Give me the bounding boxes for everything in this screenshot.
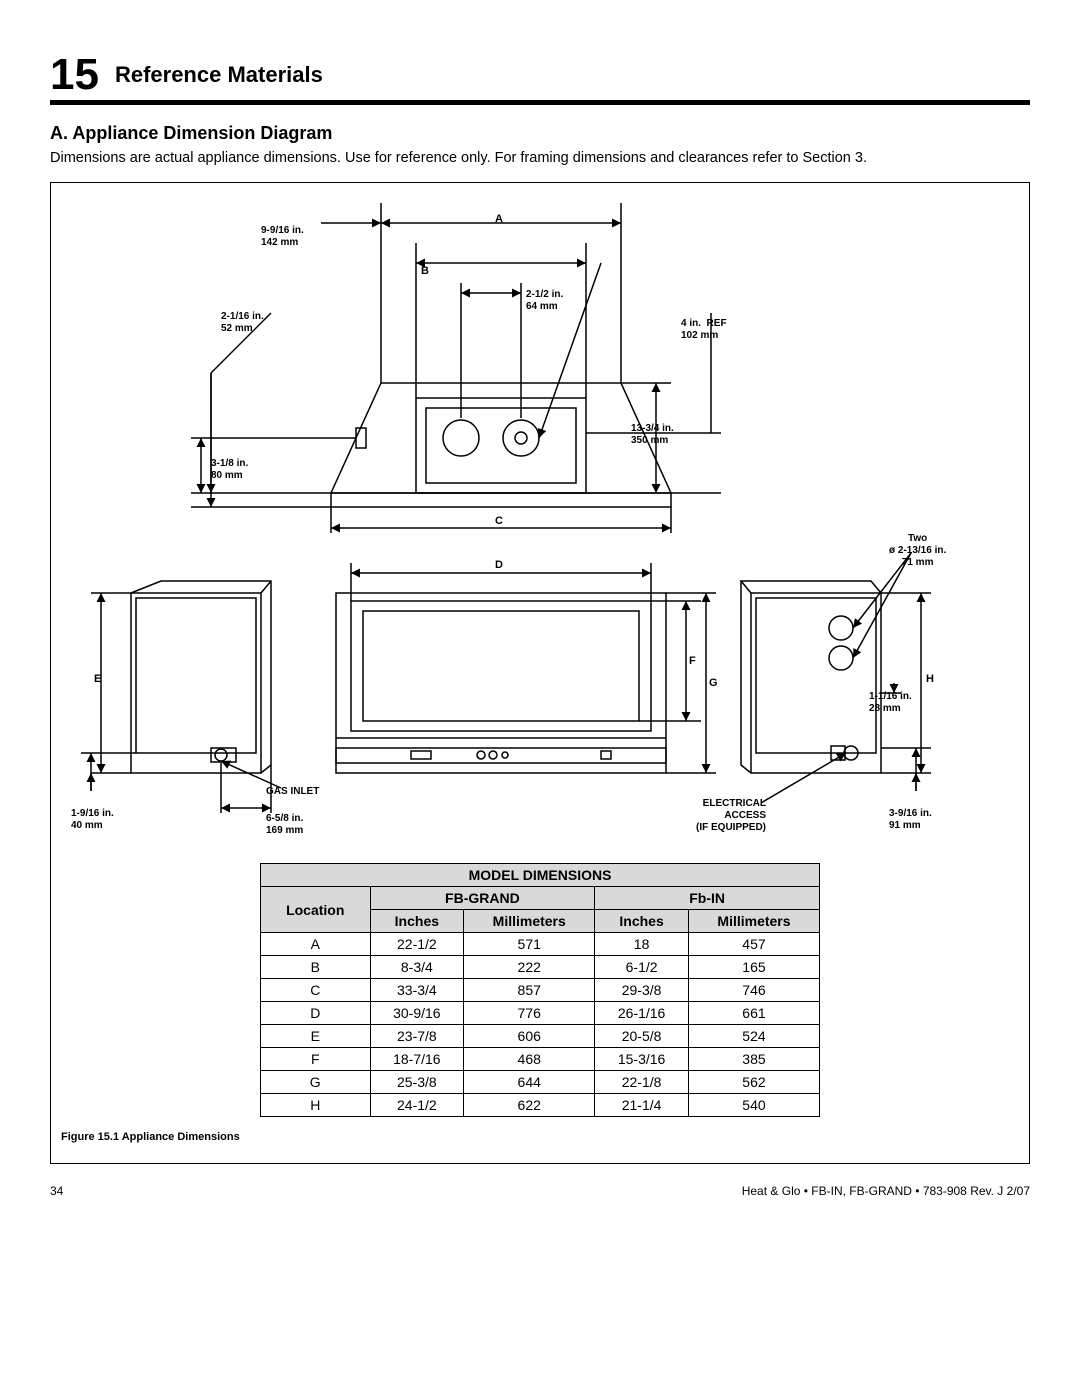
col-inches-2: Inches [595, 910, 689, 933]
table-cell: 776 [464, 1002, 595, 1025]
table-cell: 22-1/2 [370, 933, 464, 956]
table-cell: 524 [688, 1025, 819, 1048]
dim-6-5-8: 6-5/8 in. 169 mm [266, 813, 303, 837]
table-cell: 30-9/16 [370, 1002, 464, 1025]
table-cell: 15-3/16 [595, 1048, 689, 1071]
table-row: F18-7/1646815-3/16385 [261, 1048, 820, 1071]
table-cell: 18 [595, 933, 689, 956]
dim-letter-g: G [709, 677, 718, 689]
col-model-2: Fb-IN [595, 887, 820, 910]
table-cell: E [261, 1025, 371, 1048]
dim-letter-e: E [94, 673, 101, 685]
section-number: 15 [50, 50, 99, 100]
table-cell: 606 [464, 1025, 595, 1048]
table-row: E23-7/860620-5/8524 [261, 1025, 820, 1048]
table-cell: 571 [464, 933, 595, 956]
table-row: C33-3/485729-3/8746 [261, 979, 820, 1002]
dim-letter-c: C [495, 515, 503, 527]
table-cell: 25-3/8 [370, 1071, 464, 1094]
table-cell: 457 [688, 933, 819, 956]
table-cell: 22-1/8 [595, 1071, 689, 1094]
dim-two-vent: Two ø 2-13/16 in. 71 mm [889, 533, 946, 569]
table-cell: 857 [464, 979, 595, 1002]
table-cell: 165 [688, 956, 819, 979]
col-inches-1: Inches [370, 910, 464, 933]
intro-text: Dimensions are actual appliance dimensio… [50, 150, 1030, 166]
table-cell: 468 [464, 1048, 595, 1071]
dim-13-3-4: 13-3/4 in. 350 mm [631, 423, 674, 447]
figure-box: A B C D E F G H 9-9/16 in. 142 mm 2-1/16… [50, 182, 1030, 1164]
table-cell: 18-7/16 [370, 1048, 464, 1071]
table-cell: 385 [688, 1048, 819, 1071]
dim-9-9-16: 9-9/16 in. 142 mm [261, 225, 304, 249]
dim-2-1-16: 2-1/16 in. 52 mm [221, 311, 264, 335]
table-cell: A [261, 933, 371, 956]
table-cell: 20-5/8 [595, 1025, 689, 1048]
section-title: Reference Materials [115, 62, 323, 88]
table-cell: 222 [464, 956, 595, 979]
table-cell: 562 [688, 1071, 819, 1094]
dim-3-9-16: 3-9/16 in. 91 mm [889, 808, 932, 832]
table-row: A22-1/257118457 [261, 933, 820, 956]
col-mm-2: Millimeters [688, 910, 819, 933]
model-dimensions-table: MODEL DIMENSIONS Location FB-GRAND Fb-IN… [260, 863, 820, 1117]
table-title: MODEL DIMENSIONS [261, 864, 820, 887]
label-electrical: ELECTRICAL ACCESS (IF EQUIPPED) [696, 798, 766, 834]
dim-2-1-2: 2-1/2 in. 64 mm [526, 289, 563, 313]
subsection-title: A. Appliance Dimension Diagram [50, 123, 1030, 144]
table-cell: 24-1/2 [370, 1094, 464, 1117]
col-model-1: FB-GRAND [370, 887, 595, 910]
table-row: H24-1/262221-1/4540 [261, 1094, 820, 1117]
dim-1-1-16: 1-1/16 in. 28 mm [869, 691, 912, 715]
page-number: 34 [50, 1184, 63, 1198]
table-row: B8-3/42226-1/2165 [261, 956, 820, 979]
table-cell: H [261, 1094, 371, 1117]
table-cell: 746 [688, 979, 819, 1002]
section-header: 15 Reference Materials [50, 50, 1030, 105]
col-location: Location [261, 887, 371, 933]
label-gas-inlet: GAS INLET [266, 786, 319, 798]
table-cell: 644 [464, 1071, 595, 1094]
table-cell: 29-3/8 [595, 979, 689, 1002]
table-cell: 540 [688, 1094, 819, 1117]
dim-letter-d: D [495, 559, 503, 571]
table-cell: 21-1/4 [595, 1094, 689, 1117]
table-cell: 8-3/4 [370, 956, 464, 979]
dim-3-1-8: 3-1/8 in. 80 mm [211, 458, 248, 482]
table-cell: G [261, 1071, 371, 1094]
dim-letter-b: B [421, 265, 429, 277]
table-cell: F [261, 1048, 371, 1071]
figure-caption: Figure 15.1 Appliance Dimensions [61, 1131, 1019, 1143]
table-cell: 6-1/2 [595, 956, 689, 979]
table-cell: 23-7/8 [370, 1025, 464, 1048]
table-cell: 622 [464, 1094, 595, 1117]
dim-letter-h: H [926, 673, 934, 685]
table-cell: B [261, 956, 371, 979]
dim-4-ref: 4 in. REF 102 mm [681, 318, 727, 342]
table-cell: 661 [688, 1002, 819, 1025]
table-cell: 26-1/16 [595, 1002, 689, 1025]
dim-letter-f: F [689, 655, 696, 667]
dim-letter-a: A [495, 213, 503, 225]
dim-1-9-16: 1-9/16 in. 40 mm [71, 808, 114, 832]
page-footer: 34 Heat & Glo • FB-IN, FB-GRAND • 783-90… [50, 1184, 1030, 1198]
table-cell: C [261, 979, 371, 1002]
footer-info: Heat & Glo • FB-IN, FB-GRAND • 783-908 R… [742, 1184, 1030, 1198]
table-cell: 33-3/4 [370, 979, 464, 1002]
appliance-dimension-diagram: A B C D E F G H 9-9/16 in. 142 mm 2-1/16… [61, 193, 1019, 853]
table-cell: D [261, 1002, 371, 1025]
col-mm-1: Millimeters [464, 910, 595, 933]
table-row: G25-3/864422-1/8562 [261, 1071, 820, 1094]
table-row: D30-9/1677626-1/16661 [261, 1002, 820, 1025]
